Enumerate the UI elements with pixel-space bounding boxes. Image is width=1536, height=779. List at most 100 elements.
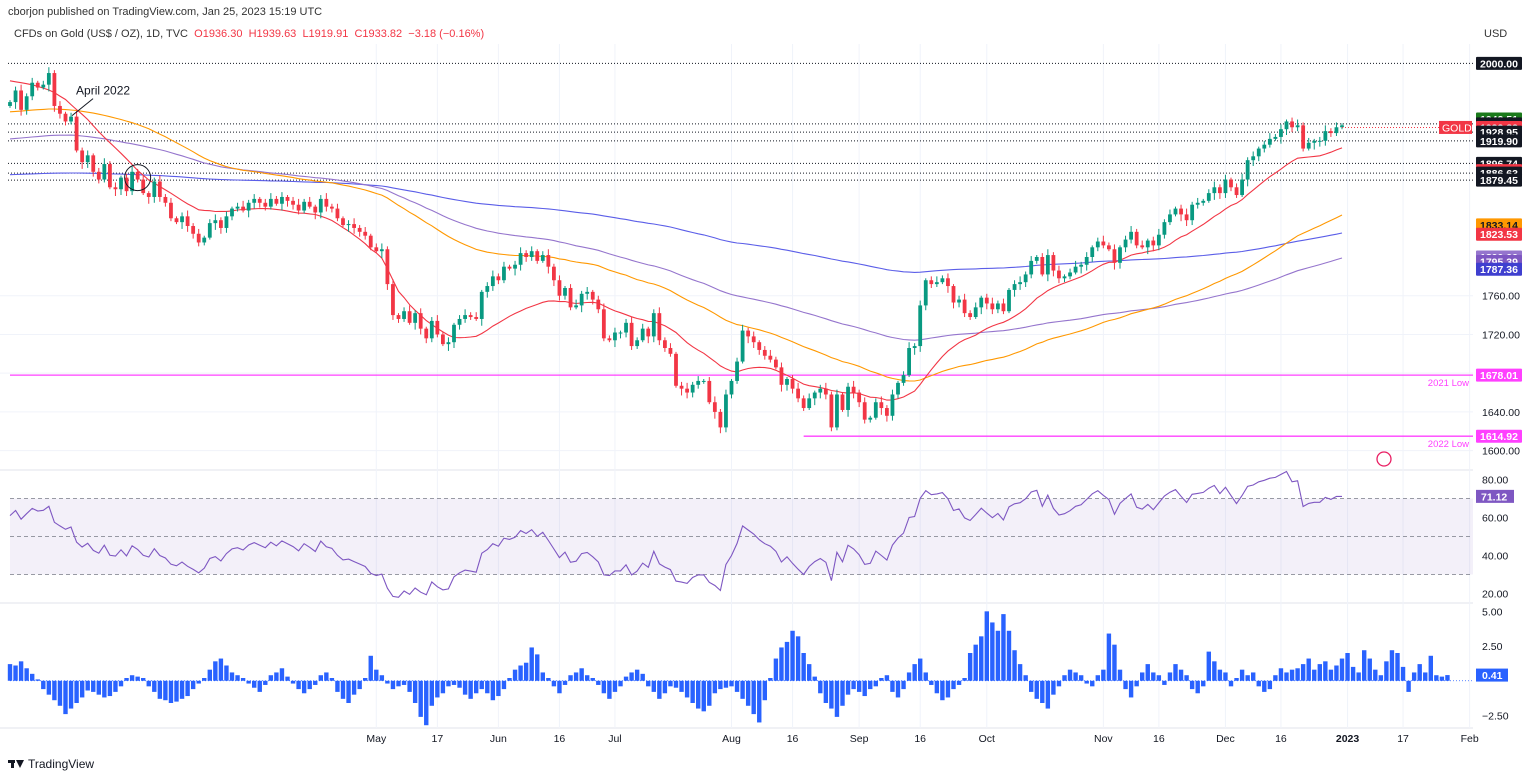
histogram-bar (718, 680, 723, 690)
candle-body (163, 196, 168, 203)
histogram-bar (1156, 675, 1162, 681)
histogram-bar (390, 680, 396, 690)
candle-body (1073, 266, 1078, 273)
histogram-bar (257, 680, 262, 692)
candle-body (474, 317, 479, 319)
histogram-bar (479, 680, 484, 690)
histogram-bar (207, 669, 212, 681)
rsi-last-label: 71.12 (1481, 491, 1507, 503)
candle-body (413, 313, 418, 323)
histogram-bar (740, 680, 745, 699)
price-tick-label: 1720.00 (1482, 329, 1520, 341)
histogram-bar (240, 678, 246, 681)
histogram-bar (91, 680, 96, 692)
x-axis-label: Jul (608, 733, 621, 745)
symbol-name[interactable]: CFDs on Gold (US$ / OZ), 1D, TVC (14, 28, 189, 40)
candle-body (546, 255, 551, 267)
candle-body (901, 375, 906, 383)
histogram-bar (629, 672, 634, 681)
candle-body (96, 171, 101, 180)
histogram-bar (762, 680, 767, 701)
candle-body (674, 353, 678, 386)
candle-body (1173, 208, 1178, 215)
histogram-bar (246, 680, 251, 684)
histogram-bar (1417, 664, 1422, 681)
histogram-bar (1217, 669, 1223, 681)
candle-body (108, 164, 112, 188)
candle-body (1079, 264, 1084, 267)
histogram-bar (1123, 680, 1128, 690)
candle-body (885, 408, 889, 416)
histogram-bar (318, 675, 323, 681)
candle-body (13, 90, 18, 103)
histogram-bar (63, 680, 68, 715)
histogram-bar (1262, 680, 1267, 692)
histogram-bar (773, 658, 779, 681)
histogram-bar (1178, 669, 1184, 681)
candle-body (185, 216, 190, 227)
histogram-bar (529, 647, 534, 681)
histogram-bar (379, 675, 385, 681)
candle-body (257, 198, 262, 203)
histogram-bar (357, 680, 362, 690)
candle-body (224, 216, 229, 228)
histogram-bar (124, 678, 129, 681)
candle-body (624, 322, 628, 333)
x-axis-label: Oct (979, 733, 995, 745)
histogram-bar (401, 680, 407, 685)
candle-body (1068, 272, 1072, 277)
candle-body (957, 299, 961, 303)
ohlc-open: O1936.30 (194, 28, 243, 40)
histogram-bar (607, 680, 612, 699)
histogram-bar (1339, 658, 1345, 681)
candle-body (368, 235, 373, 248)
candle-body (202, 237, 207, 243)
histogram-bar (1040, 680, 1045, 703)
candle-body (307, 201, 312, 207)
candle-body (1267, 138, 1272, 145)
x-axis-label: May (366, 733, 387, 745)
candle-body (268, 198, 273, 207)
candle-body (524, 253, 529, 257)
histogram-bar (840, 680, 845, 706)
histogram-bar (1273, 675, 1278, 681)
histogram-bar (535, 654, 540, 681)
histogram-bar (768, 678, 773, 681)
histogram-bar (68, 680, 74, 709)
candle-body (335, 208, 340, 219)
ohlc-change: −3.18 (−0.16%) (408, 28, 485, 40)
candle-body (1201, 200, 1206, 203)
histogram-bar (174, 680, 179, 702)
candle-body (30, 82, 35, 97)
histogram-bar (590, 678, 595, 681)
candle-body (574, 305, 578, 308)
candle-body (102, 164, 107, 180)
histogram-bar (956, 680, 962, 685)
histogram-bar (568, 675, 573, 681)
histogram-bar (967, 653, 973, 681)
candle-body (568, 287, 573, 308)
histogram-bar (440, 680, 446, 694)
candle-body (1262, 144, 1267, 149)
histogram-bar (85, 680, 90, 691)
histogram-bar (229, 672, 235, 681)
histogram-bar (1101, 669, 1106, 681)
histogram-bar (973, 644, 978, 681)
histogram-bar (596, 680, 601, 685)
histogram-bar (662, 680, 668, 694)
price-label: 1614.92 (1480, 431, 1518, 443)
candle-body (180, 216, 184, 223)
candle-body (934, 282, 939, 285)
candle-body (729, 380, 734, 395)
publisher-line: cborjon published on TradingView.com, Ja… (8, 6, 323, 18)
candle-body (1190, 204, 1195, 221)
candle-body (1051, 255, 1056, 271)
candle-body (857, 392, 862, 403)
histogram-bar (518, 665, 523, 681)
hist-last-label: 0.41 (1482, 670, 1503, 682)
histogram-bar (1051, 680, 1056, 695)
histogram-bar (1245, 675, 1250, 681)
histogram-bar (851, 680, 856, 690)
candles (8, 67, 1344, 434)
